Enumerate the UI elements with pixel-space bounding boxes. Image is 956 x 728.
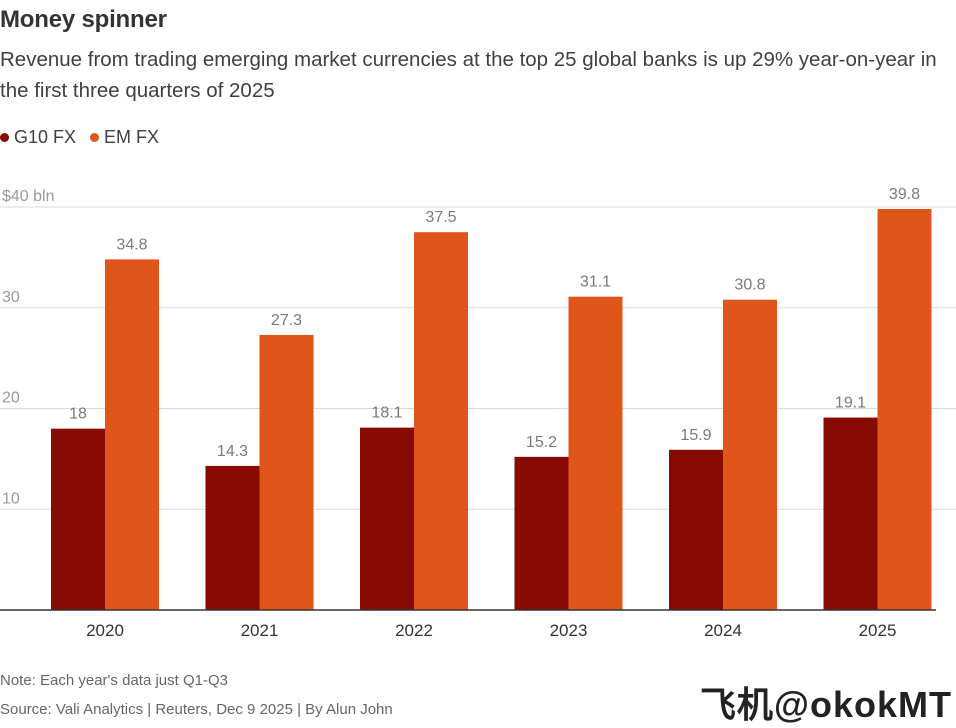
legend-label-g10: G10 FX [14,127,77,147]
chart-title: Money spinner [0,6,167,33]
y-tick-label-20: 20 [2,390,20,407]
x-tick-label-2020: 2020 [86,621,124,640]
data-label-g10-2021: 14.3 [217,443,248,460]
bar-em-2023 [568,296,623,610]
bar-em-2020 [105,259,159,610]
bar-em-2021 [259,334,314,610]
data-label-g10-2022: 18.1 [371,405,402,422]
bar-g10-2025 [823,417,878,610]
data-label-em-2025: 39.8 [889,186,920,203]
x-tick-label-2022: 2022 [395,621,433,640]
bar-g10-2022 [360,427,414,610]
y-tick-label-40: $40 bln [2,188,55,205]
data-label-g10-2025: 19.1 [835,395,866,412]
data-label-em-2024: 30.8 [734,277,765,294]
x-tick-label-2024: 2024 [704,621,742,640]
x-tick-label-2025: 2025 [859,621,897,640]
legend-item-g10: G10 FX [0,127,76,148]
chart-subtitle: Revenue from trading emerging market cur… [0,48,937,102]
data-label-em-2022: 37.5 [425,209,456,226]
watermark: 飞机@okokMT [699,684,952,725]
data-label-g10-2024: 15.9 [680,427,711,444]
legend-swatch-em [90,133,100,142]
data-label-em-2023: 31.1 [580,274,611,291]
data-label-g10-2023: 15.2 [526,434,557,451]
legend-label-em: EM FX [104,127,160,147]
chart-note: Note: Each year's data just Q1-Q3 [0,672,228,689]
bar-g10-2023 [514,456,569,610]
bar-g10-2021 [205,465,260,610]
y-tick-label-30: 30 [2,289,20,306]
bar-g10-2020 [51,428,105,610]
bar-em-2025 [877,209,932,610]
x-tick-label-2023: 2023 [550,621,588,640]
data-label-em-2021: 27.3 [271,312,302,329]
bar-g10-2024 [669,449,723,610]
bar-em-2024 [723,299,777,610]
data-label-em-2020: 34.8 [116,236,147,253]
legend-item-em: EM FX [90,127,159,148]
chart-source: Source: Vali Analytics | Reuters, Dec 9 … [0,701,393,718]
y-tick-label-10: 10 [2,490,20,507]
data-label-g10-2020: 18 [69,406,87,423]
x-tick-label-2021: 2021 [241,621,279,640]
legend-swatch-g10 [0,133,9,142]
bar-chart: 10 20 30 $40 bln 18 34.8 2020 14.3 27.3 2021 18.1 3… [0,186,956,640]
legend: G10 FX EM FX [0,127,173,148]
bar-em-2022 [414,232,468,610]
